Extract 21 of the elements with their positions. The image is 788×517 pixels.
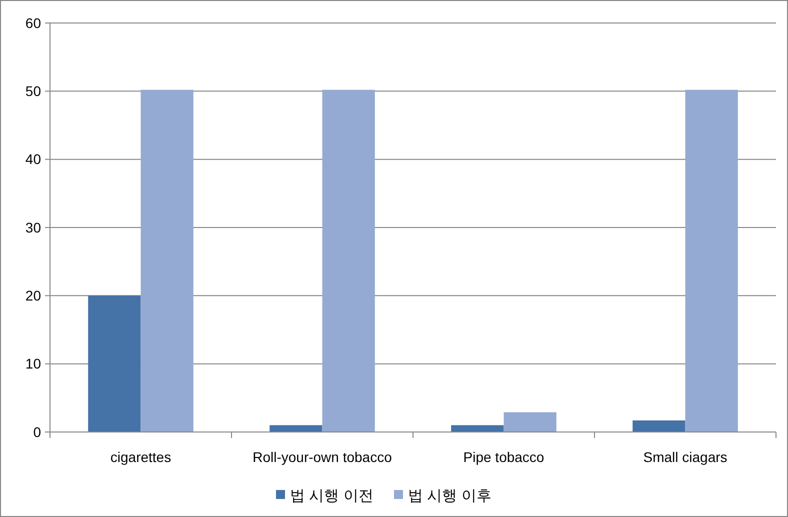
x-tick-label: Pipe tobacco: [463, 449, 544, 465]
y-tick-label: 40: [25, 151, 42, 168]
y-tick-label: 50: [25, 83, 42, 100]
y-tick-label: 30: [25, 219, 42, 236]
y-tick-label: 60: [25, 14, 42, 31]
bar: [685, 90, 738, 432]
legend-label: 법 시행 이후: [408, 487, 492, 504]
x-tick-label: Small ciagars: [643, 449, 728, 465]
bar: [504, 412, 556, 432]
bar: [140, 90, 194, 432]
x-tick-label: Roll-your-own tobacco: [252, 449, 392, 465]
x-tick-label: cigarettes: [110, 449, 172, 465]
y-tick-label: 0: [33, 424, 42, 440]
bar: [451, 425, 504, 432]
bar: [270, 425, 322, 432]
y-tick-label: 20: [25, 288, 42, 304]
y-tick-label: 10: [25, 356, 42, 372]
bar: [632, 420, 686, 432]
bar: [322, 90, 375, 432]
legend-label: 법 시행 이전: [290, 487, 374, 504]
bar: [88, 296, 141, 432]
